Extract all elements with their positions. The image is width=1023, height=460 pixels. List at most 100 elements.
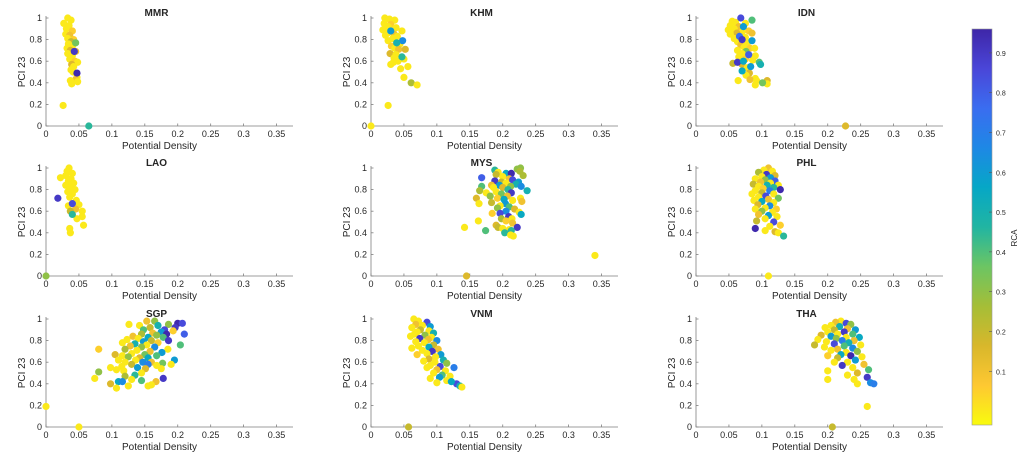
y-tick-label: 0.8 bbox=[29, 185, 42, 195]
data-point bbox=[751, 224, 759, 233]
data-point bbox=[435, 373, 444, 381]
data-point bbox=[112, 366, 121, 374]
data-point bbox=[853, 369, 861, 377]
data-point bbox=[523, 187, 531, 195]
data-point bbox=[774, 194, 782, 202]
y-tick-label: 0.2 bbox=[29, 400, 42, 410]
subplot-title: MYS bbox=[471, 158, 493, 169]
y-tick-label: 0.4 bbox=[679, 78, 692, 88]
data-point bbox=[399, 37, 407, 45]
x-tick-label: 0.25 bbox=[202, 279, 220, 289]
data-point bbox=[486, 192, 494, 200]
data-point bbox=[835, 322, 844, 331]
x-tick-label: 0.15 bbox=[136, 129, 154, 139]
data-point bbox=[502, 217, 510, 225]
x-tick-label: 0.1 bbox=[431, 430, 444, 440]
data-point bbox=[488, 209, 496, 217]
y-tick-label: 0.2 bbox=[29, 99, 42, 109]
data-point bbox=[737, 14, 745, 22]
data-point bbox=[146, 347, 154, 355]
data-point bbox=[751, 44, 759, 52]
x-tick-label: 0.2 bbox=[821, 129, 834, 139]
data-point bbox=[118, 339, 127, 347]
y-tick-label: 1 bbox=[362, 314, 367, 324]
subplot-vnm: 0 0.05 0.1 0.15 0.2 0.25 0.3 0.35 0 0.2 0.4 0.6 0.8 1… bbox=[342, 309, 618, 453]
data-point bbox=[153, 331, 161, 339]
x-tick-label: 0.2 bbox=[171, 279, 184, 289]
data-point bbox=[518, 197, 526, 206]
data-point bbox=[85, 122, 93, 130]
data-point bbox=[754, 210, 763, 219]
data-point bbox=[72, 39, 80, 47]
data-point bbox=[853, 347, 861, 355]
data-point bbox=[472, 194, 480, 202]
y-tick-label: 1 bbox=[37, 13, 42, 23]
y-tick-label: 0.6 bbox=[354, 357, 367, 367]
data-point bbox=[381, 31, 390, 39]
data-point bbox=[164, 320, 173, 328]
data-point bbox=[747, 63, 755, 71]
x-tick-label: 0.25 bbox=[202, 430, 220, 440]
y-tick-label: 0.8 bbox=[29, 336, 42, 346]
data-point bbox=[766, 222, 774, 230]
data-point bbox=[487, 198, 496, 207]
x-tick-label: 0 bbox=[693, 129, 698, 139]
data-point bbox=[738, 36, 746, 44]
colorbar-ticks: 0.1 0.2 0.3 0.4 0.5 0.6 0.7 0.8 0.9 bbox=[989, 51, 1006, 376]
x-axis-label: Potential Density bbox=[447, 442, 522, 453]
y-tick-label: 1 bbox=[687, 314, 692, 324]
data-point bbox=[167, 360, 175, 368]
data-point bbox=[147, 337, 155, 345]
x-tick-label: 0.3 bbox=[887, 430, 900, 440]
y-tick-label: 0.6 bbox=[354, 56, 367, 66]
y-tick-label: 0.8 bbox=[354, 336, 367, 346]
subplot-lao: 0 0.05 0.1 0.15 0.2 0.25 0.3 0.35 0 0.2 0.4 0.6 0.8 1… bbox=[17, 158, 293, 302]
subplot-title: VNM bbox=[470, 309, 492, 320]
y-axis-label: PCI 23 bbox=[667, 206, 678, 237]
data-point bbox=[493, 194, 502, 202]
data-point bbox=[106, 380, 115, 388]
data-point bbox=[739, 23, 748, 31]
data-point bbox=[66, 193, 74, 201]
data-point bbox=[502, 207, 510, 215]
data-point bbox=[814, 335, 822, 344]
colorbar-tick-label: 0.4 bbox=[996, 250, 1006, 257]
data-point bbox=[398, 53, 406, 61]
y-tick-label: 0.6 bbox=[29, 206, 42, 216]
x-axis-label: Potential Density bbox=[447, 141, 522, 152]
data-point bbox=[404, 423, 413, 431]
data-point bbox=[91, 374, 99, 382]
data-point bbox=[164, 337, 173, 345]
colorbar-tick-label: 0.2 bbox=[996, 329, 1006, 336]
data-point bbox=[499, 173, 507, 181]
data-point bbox=[126, 342, 134, 350]
data-point bbox=[151, 343, 159, 351]
y-axis-label: PCI 23 bbox=[667, 56, 678, 87]
y-tick-label: 0 bbox=[362, 422, 367, 432]
data-point bbox=[851, 356, 859, 364]
data-point bbox=[42, 402, 50, 411]
x-tick-label: 0.15 bbox=[136, 430, 154, 440]
data-point bbox=[73, 69, 81, 77]
data-point bbox=[820, 343, 829, 351]
y-tick-label: 1 bbox=[37, 163, 42, 173]
y-tick-label: 0 bbox=[687, 422, 692, 432]
colorbar-tick-label: 0.1 bbox=[996, 369, 1006, 376]
x-tick-label: 0.1 bbox=[756, 129, 769, 139]
x-tick-label: 0.15 bbox=[461, 129, 479, 139]
data-point bbox=[384, 101, 392, 110]
y-tick-label: 0.8 bbox=[679, 35, 692, 45]
data-point bbox=[114, 356, 123, 364]
x-tick-label: 0 bbox=[368, 430, 373, 440]
data-point bbox=[858, 353, 866, 361]
y-tick-label: 0 bbox=[37, 271, 42, 281]
x-tick-label: 0.1 bbox=[106, 279, 119, 289]
x-tick-label: 0.25 bbox=[527, 129, 545, 139]
data-point bbox=[112, 384, 121, 392]
x-tick-label: 0.2 bbox=[496, 279, 509, 289]
data-point bbox=[746, 75, 754, 84]
data-point bbox=[146, 324, 154, 332]
x-tick-label: 0.05 bbox=[720, 279, 738, 289]
data-point bbox=[56, 174, 65, 182]
y-tick-label: 0.4 bbox=[29, 78, 42, 88]
